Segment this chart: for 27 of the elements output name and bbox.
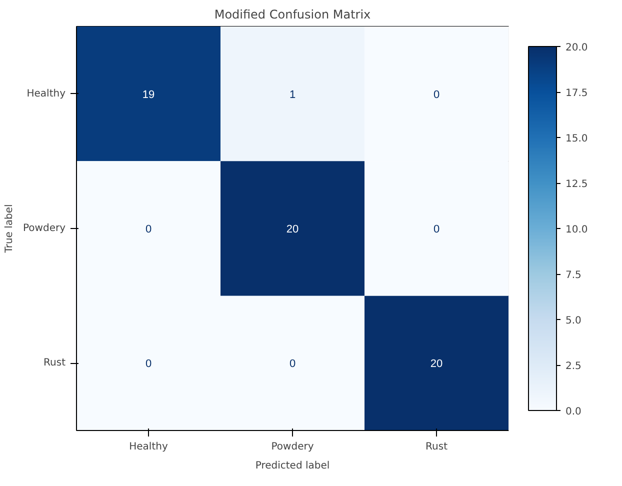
x-axis-title: Predicted label: [255, 460, 330, 472]
data-label: 0: [145, 224, 152, 236]
x-tick-label: Powdery: [271, 442, 314, 452]
color-bar-label: 12.5: [566, 179, 588, 190]
data-label: 0: [433, 88, 440, 101]
color-bar-label: 15.0: [566, 134, 588, 144]
color-bar-label: 10.0: [566, 224, 588, 236]
color-bar-label: 0.0: [566, 406, 582, 418]
y-tick-label: Rust: [44, 358, 66, 369]
x-tick-label: Rust: [426, 442, 448, 452]
data-label: 1: [289, 88, 296, 101]
data-label: 19: [142, 88, 155, 101]
y-axis-title: True label: [4, 204, 15, 254]
x-tick-label: Healthy: [129, 442, 168, 452]
data-label: 20: [430, 358, 443, 370]
y-tick-label: Healthy: [26, 88, 66, 100]
data-label: 0: [433, 224, 440, 236]
data-label: 20: [286, 224, 299, 236]
color-bar-label: 5.0: [566, 316, 582, 326]
color-bar-label: 7.5: [566, 270, 582, 281]
color-bar-label: 2.5: [566, 361, 582, 372]
color-bar-label: 20.0: [566, 42, 588, 54]
data-label: 0: [289, 358, 296, 370]
color-bar-label: 17.5: [566, 88, 588, 99]
y-tick-label: Powdery: [23, 223, 66, 234]
chart-title: Modified Confusion Matrix: [214, 8, 371, 22]
data-label: 0: [145, 358, 152, 370]
